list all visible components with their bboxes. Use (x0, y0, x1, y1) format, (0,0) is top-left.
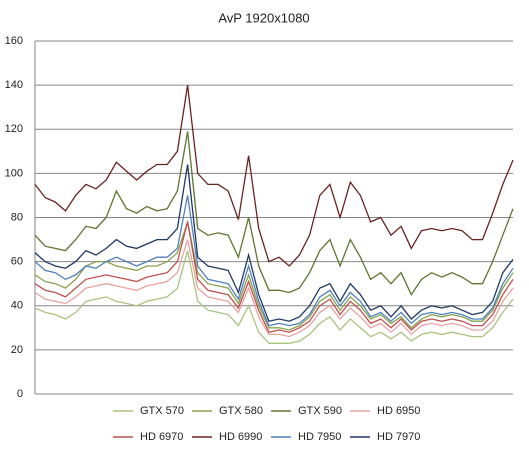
legend-label: HD 6950 (377, 405, 420, 417)
series-line (34, 221, 514, 333)
y-tick-label: 100 (5, 167, 23, 179)
series-line (34, 219, 514, 331)
y-tick-label: 60 (11, 256, 23, 268)
legend-label: HD 6990 (219, 431, 262, 443)
series-line (34, 131, 514, 297)
series-line (34, 164, 514, 322)
legend-label: GTX 590 (298, 405, 342, 417)
y-tick-label: 140 (5, 79, 23, 91)
legend-label: HD 6970 (140, 431, 183, 443)
legend-label: GTX 570 (140, 405, 184, 417)
y-tick-label: 40 (11, 300, 23, 312)
y-tick-label: 20 (11, 344, 23, 356)
y-tick-label: 120 (5, 123, 23, 135)
y-tick-label: 0 (17, 388, 23, 400)
chart-title: AvP 1920x1080 (218, 10, 309, 25)
series-line (34, 239, 514, 338)
series-line (34, 85, 514, 267)
legend-label: GTX 580 (219, 405, 263, 417)
y-tick-label: 160 (5, 35, 23, 47)
legend-label: HD 7950 (298, 431, 341, 443)
series-line (34, 195, 514, 327)
y-tick-label: 80 (11, 211, 23, 223)
legend-label: HD 7970 (377, 431, 420, 443)
series-line (34, 250, 514, 344)
